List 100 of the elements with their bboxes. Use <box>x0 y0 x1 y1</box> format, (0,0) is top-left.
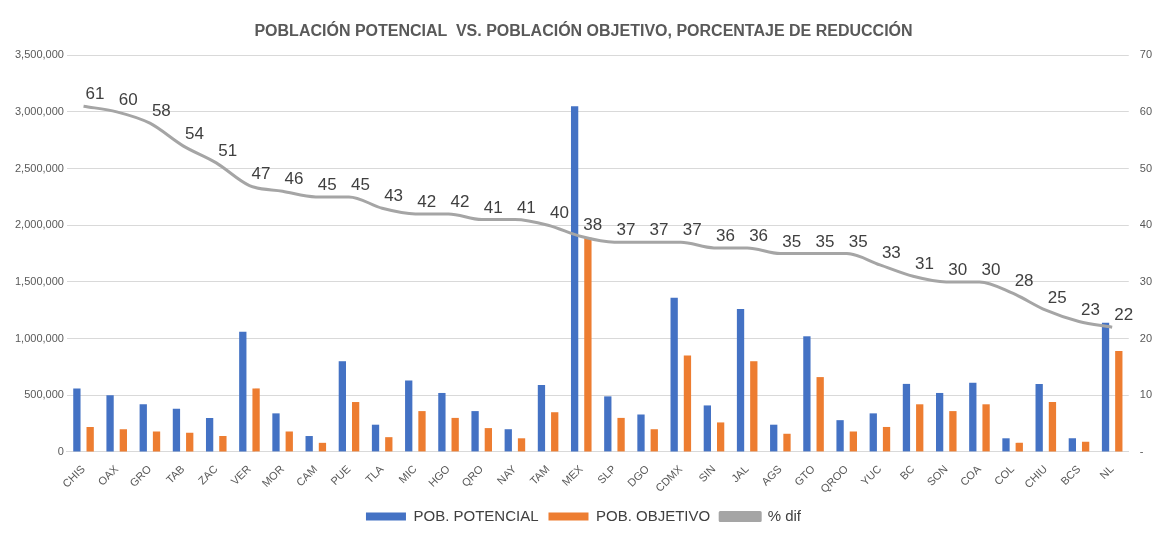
data-label: 58 <box>151 101 171 121</box>
bar <box>205 417 214 452</box>
bar <box>783 433 791 452</box>
bar <box>750 361 758 452</box>
bar <box>836 420 844 452</box>
legend-label: POB. OBJETIVO <box>596 506 711 524</box>
data-label: 41 <box>516 197 536 217</box>
bar <box>1068 438 1077 452</box>
x-tick-label: MIC <box>396 462 419 486</box>
legend-label: % dif <box>767 506 802 524</box>
y-tick-label: 500,000 <box>24 388 64 401</box>
data-label: 46 <box>284 169 304 189</box>
bar <box>152 431 161 452</box>
data-label: 37 <box>649 220 669 240</box>
y2-tick-label: - <box>1139 444 1144 457</box>
bar <box>902 383 911 452</box>
data-label: 37 <box>682 220 702 240</box>
bar <box>537 385 546 452</box>
bar <box>451 417 459 452</box>
bar <box>219 436 227 452</box>
data-label: 38 <box>583 214 603 234</box>
bar <box>351 402 360 452</box>
bar <box>504 429 512 452</box>
bar <box>86 426 94 452</box>
data-label: 22 <box>1114 305 1134 325</box>
data-label: 31 <box>915 254 934 274</box>
x-tick-label: JAL <box>728 462 751 485</box>
bar <box>106 395 114 452</box>
bar <box>982 404 990 452</box>
bar <box>338 361 346 452</box>
bar <box>239 331 247 452</box>
y-tick-label: 2,500,000 <box>15 161 64 174</box>
bar <box>305 436 313 452</box>
bar <box>683 355 692 452</box>
bar <box>1048 402 1057 452</box>
data-label: 54 <box>185 124 204 144</box>
bar <box>1002 438 1010 452</box>
y-tick-label: 3,500,000 <box>15 48 64 61</box>
x-tick-label: BC <box>897 462 917 482</box>
y-tick-label: 2,000,000 <box>15 218 64 231</box>
data-label: 42 <box>417 192 437 212</box>
data-label: 51 <box>218 141 238 161</box>
y2-tick-label: 40 <box>1139 218 1153 231</box>
x-tick-label: COA <box>957 462 984 488</box>
bar <box>570 106 579 452</box>
bar <box>285 431 293 452</box>
x-tick-label: NL <box>1097 462 1116 482</box>
bar <box>484 428 492 452</box>
bar <box>816 377 824 452</box>
bar <box>119 429 127 452</box>
data-label: 30 <box>948 260 968 280</box>
x-tick-label: TLA <box>362 462 387 486</box>
bar <box>471 411 479 452</box>
bar <box>916 404 924 452</box>
data-label: 30 <box>981 260 1001 280</box>
bar <box>551 412 559 452</box>
data-label: 60 <box>118 90 138 110</box>
bar <box>869 413 877 452</box>
bar <box>617 417 625 452</box>
data-label: 36 <box>749 226 769 246</box>
legend-label: POB. POTENCIAL <box>413 506 539 524</box>
x-tick-label: SIN <box>696 462 718 485</box>
bar <box>418 411 426 452</box>
bar <box>637 414 645 452</box>
bar <box>272 413 280 452</box>
y2-tick-label: 30 <box>1139 274 1153 287</box>
bar <box>949 411 957 452</box>
data-label: 47 <box>251 163 271 183</box>
data-label: 41 <box>483 197 503 217</box>
bar <box>1115 351 1123 452</box>
data-label: 45 <box>317 175 337 195</box>
bar <box>670 297 678 452</box>
data-label: 45 <box>350 175 370 195</box>
data-label: 35 <box>848 231 868 251</box>
bar <box>935 392 944 452</box>
data-label: 33 <box>881 243 901 263</box>
bar <box>252 388 260 452</box>
bar <box>604 396 612 452</box>
y-tick-label: 1,500,000 <box>15 274 64 287</box>
data-label: 28 <box>1014 271 1034 291</box>
data-label: 37 <box>616 220 636 240</box>
y2-tick-label: 60 <box>1139 104 1153 117</box>
bar <box>969 382 977 452</box>
y2-tick-label: 10 <box>1139 388 1153 401</box>
bar <box>186 432 194 452</box>
bar <box>716 422 725 452</box>
data-label: 43 <box>384 186 404 206</box>
data-label: 35 <box>782 231 802 251</box>
data-label: 36 <box>715 226 735 246</box>
line-series <box>82 104 1114 329</box>
bar <box>385 437 393 452</box>
bar <box>770 424 778 452</box>
bar <box>438 392 446 452</box>
x-tick-label: COL <box>991 462 1017 488</box>
bar <box>803 336 811 452</box>
bar <box>172 408 181 452</box>
bar <box>139 404 147 452</box>
y-tick-label: 0 <box>57 444 64 457</box>
bar <box>405 380 413 452</box>
y-tick-label: 1,000,000 <box>15 331 64 344</box>
